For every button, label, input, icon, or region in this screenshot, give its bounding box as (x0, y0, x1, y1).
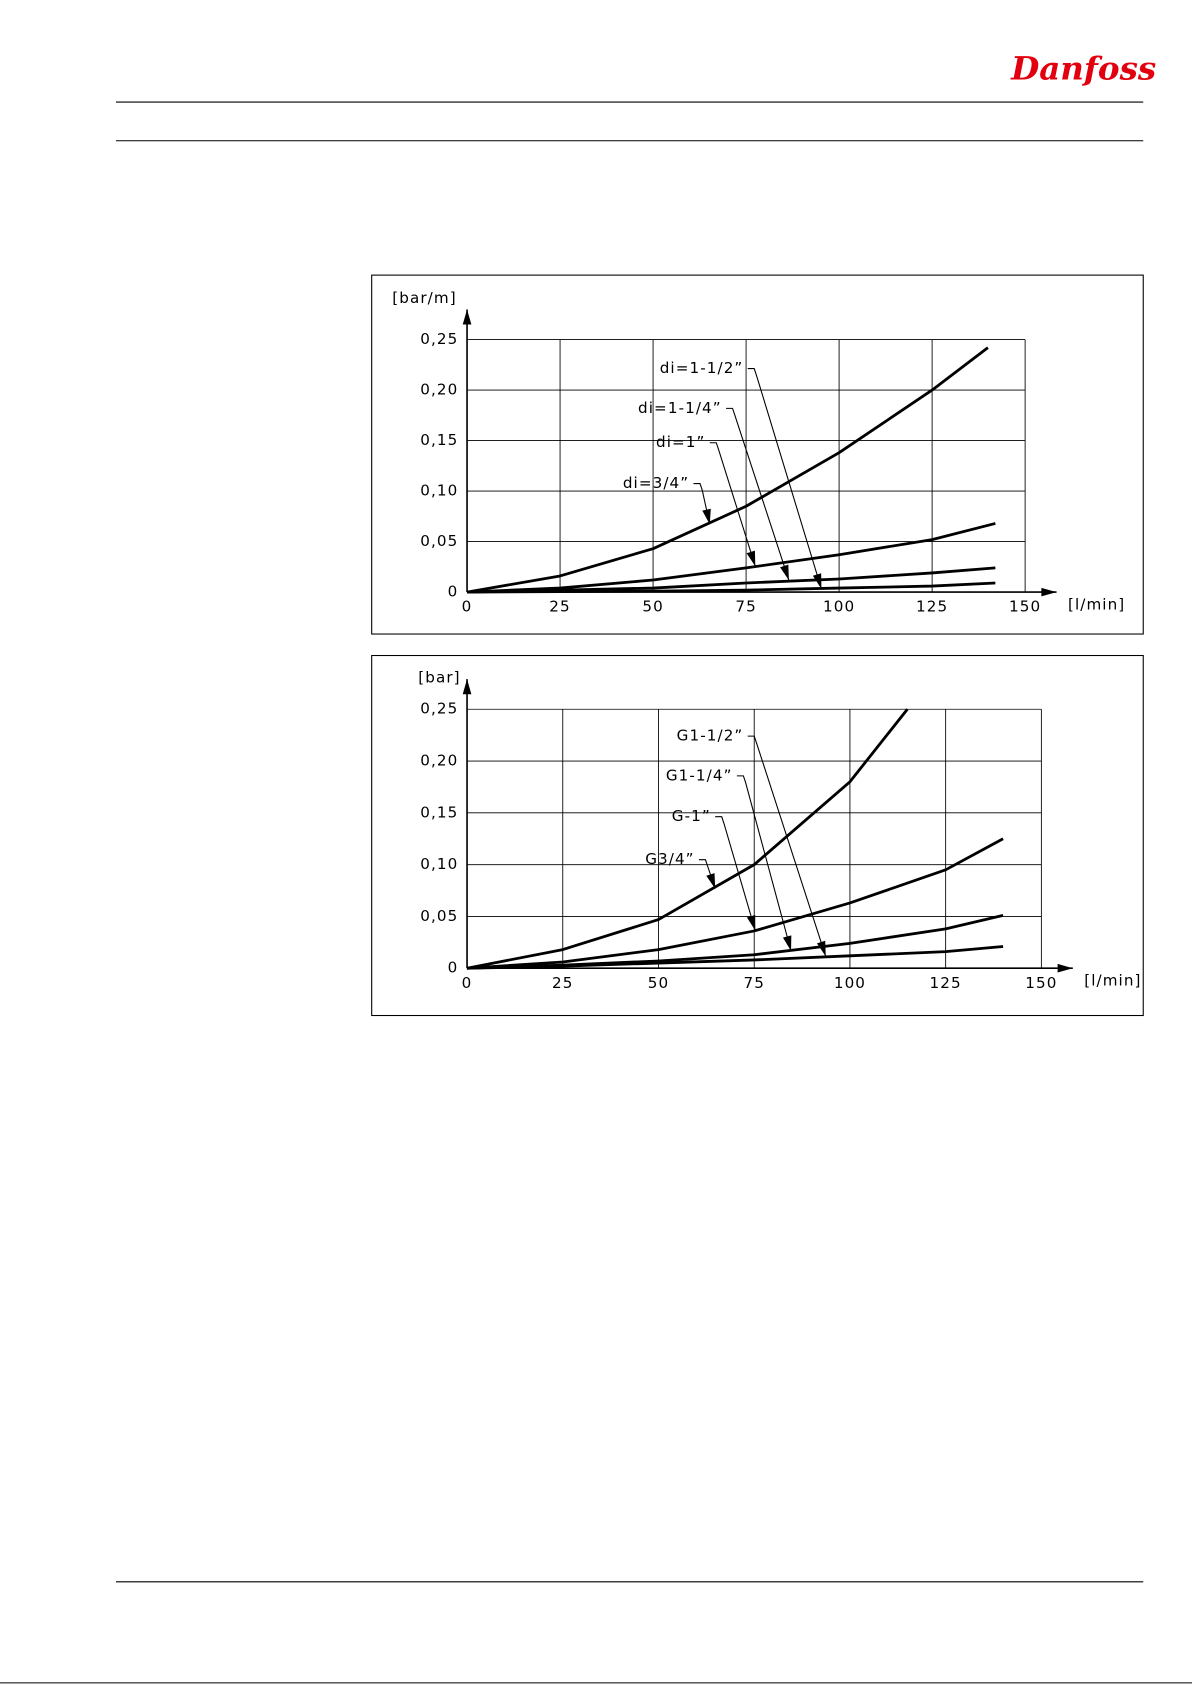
leader-arrow (746, 550, 756, 567)
series-label: di=1-1/4” (638, 399, 722, 417)
curve (467, 581, 996, 594)
y-tick-label: 0,10 (420, 482, 458, 500)
x-axis-label: [l/min] (1084, 972, 1141, 990)
x-tick-label: 150 (1009, 598, 1041, 616)
leader-line (726, 407, 790, 581)
chart-frame (371, 654, 1144, 1017)
y-axis-label: [bar] (418, 669, 460, 687)
x-tick-label: 150 (1025, 974, 1057, 992)
leader-line (693, 483, 711, 525)
x-tick-label: 75 (735, 598, 756, 616)
series-label: G-1” (672, 807, 711, 825)
series-label: di=3/4” (623, 474, 689, 492)
axis-arrow (462, 679, 472, 695)
x-tick-label: 0 (462, 598, 473, 616)
leader-line (747, 368, 822, 590)
curve (466, 708, 909, 970)
leader-arrow (812, 573, 822, 589)
curve (467, 566, 996, 594)
curve (466, 346, 989, 594)
y-tick-label: 0,10 (420, 855, 458, 873)
x-tick-label: 0 (462, 974, 473, 992)
x-tick-label: 50 (648, 974, 669, 992)
y-tick-label: 0,15 (420, 803, 458, 821)
x-tick-label: 50 (642, 598, 663, 616)
y-tick-label: 0 (448, 959, 459, 977)
series-label: G3/4” (645, 850, 694, 868)
logo: Danfoss (1010, 50, 1156, 88)
curve (467, 945, 1004, 970)
series-label: G1-1/4” (666, 766, 733, 784)
y-tick-label: 0,05 (420, 532, 458, 550)
series-label: G1-1/2” (677, 727, 744, 745)
x-tick-label: 125 (916, 598, 948, 616)
leader-arrow (702, 508, 711, 525)
leader-arrow (816, 940, 826, 957)
curve (466, 837, 1004, 970)
leader-line (736, 775, 792, 952)
leader-arrow (780, 564, 789, 581)
y-tick-label: 0,25 (420, 700, 458, 718)
axis-arrow (462, 309, 472, 325)
y-axis-label: [bar/m] (392, 289, 456, 307)
x-tick-label: 125 (930, 974, 962, 992)
y-tick-label: 0,05 (420, 907, 458, 925)
axis-arrow (1057, 963, 1073, 973)
chart-frame (371, 274, 1144, 635)
x-axis-label: [l/min] (1068, 596, 1125, 614)
series-label: di=1-1/2” (660, 359, 744, 377)
x-tick-label: 75 (743, 974, 764, 992)
x-tick-label: 100 (823, 598, 855, 616)
series-label: di=1” (656, 433, 705, 451)
y-tick-label: 0,15 (420, 431, 458, 449)
leader-arrow (706, 873, 716, 889)
leader-line (747, 735, 827, 957)
x-tick-label: 25 (552, 974, 573, 992)
x-tick-label: 100 (834, 974, 866, 992)
curve (466, 522, 996, 594)
axis-arrow (1041, 587, 1057, 597)
leader-line (709, 442, 756, 567)
leader-arrow (746, 914, 756, 931)
leader-line (715, 816, 756, 931)
x-tick-label: 25 (549, 598, 570, 616)
y-tick-label: 0,25 (420, 330, 458, 348)
y-tick-label: 0 (448, 583, 459, 601)
leader-arrow (782, 935, 792, 952)
y-tick-label: 0,20 (420, 752, 458, 770)
y-tick-label: 0,20 (420, 381, 458, 399)
